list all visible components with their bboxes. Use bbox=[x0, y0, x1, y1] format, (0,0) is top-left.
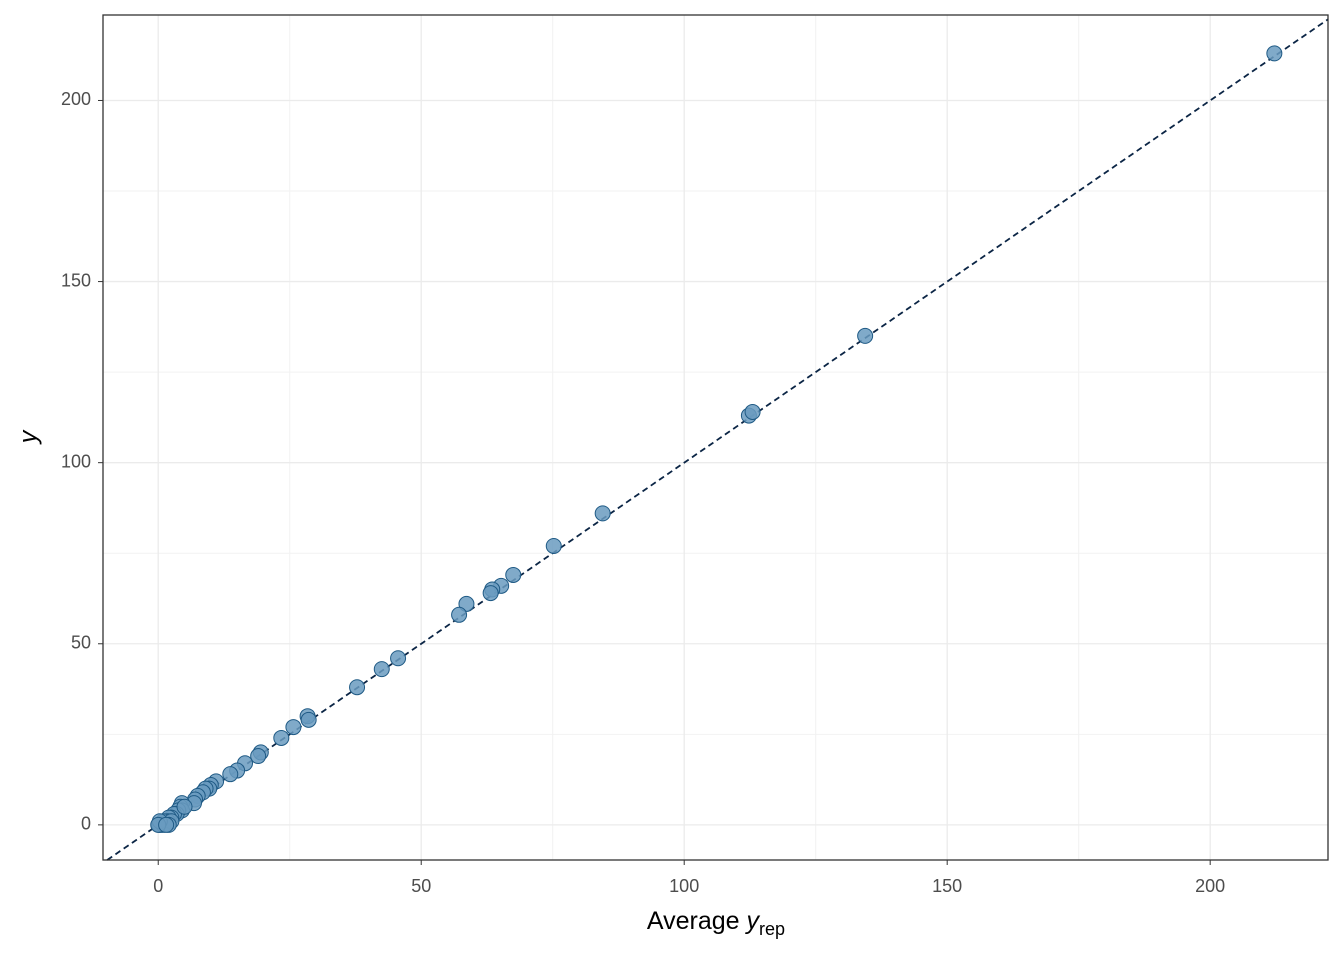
point bbox=[594, 505, 611, 522]
plot-border bbox=[102, 14, 1329, 861]
reference-line bbox=[106, 18, 1329, 861]
point bbox=[1266, 45, 1283, 62]
y-tick-label: 150 bbox=[61, 270, 91, 290]
point bbox=[857, 327, 874, 344]
x-tick-label: 150 bbox=[932, 876, 962, 896]
point bbox=[300, 711, 317, 728]
point bbox=[250, 748, 267, 765]
x-title-var: y bbox=[745, 907, 761, 935]
point bbox=[285, 719, 302, 736]
x-tick-label: 200 bbox=[1195, 876, 1225, 896]
point bbox=[390, 650, 407, 667]
x-tick-label: 100 bbox=[669, 876, 699, 896]
point bbox=[349, 679, 366, 696]
y-tick-label: 0 bbox=[81, 814, 91, 834]
point bbox=[505, 566, 522, 583]
point bbox=[744, 403, 761, 420]
point bbox=[482, 585, 499, 602]
x-title-text: Average bbox=[647, 907, 740, 935]
point bbox=[545, 537, 562, 554]
point bbox=[273, 729, 290, 746]
x-tick-label: 50 bbox=[411, 876, 431, 896]
point bbox=[158, 816, 175, 833]
x-title-sub: rep bbox=[759, 919, 785, 939]
x-axis-title: Average yrep bbox=[647, 907, 785, 939]
point bbox=[222, 766, 239, 783]
y-axis-title: y bbox=[15, 429, 43, 445]
y-tick-label: 200 bbox=[61, 89, 91, 109]
y-tick-label: 50 bbox=[71, 633, 91, 653]
point bbox=[451, 606, 468, 623]
point bbox=[373, 661, 390, 678]
x-tick-label: 0 bbox=[153, 876, 163, 896]
point bbox=[176, 798, 193, 815]
y-tick-label: 100 bbox=[61, 451, 91, 471]
